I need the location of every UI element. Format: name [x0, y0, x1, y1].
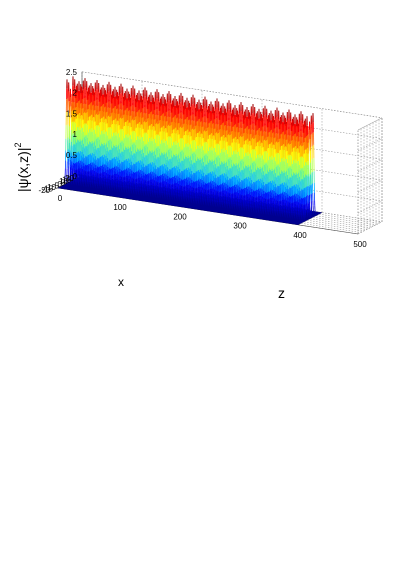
surface-plot: 010020030040050020151050-5-10-15-2000.51…: [13, 68, 383, 301]
grid-line: [66, 183, 368, 230]
grid-line: [357, 179, 383, 193]
grid-line: [75, 178, 377, 226]
grid-line: [357, 221, 383, 235]
grid-line: [81, 133, 383, 181]
grid-line: [357, 117, 383, 131]
grid-line: [81, 71, 383, 119]
grid-line: [81, 92, 383, 139]
grid-line: [357, 200, 383, 214]
grid-line: [72, 180, 374, 227]
grid-line: [60, 186, 362, 233]
grid-line: [81, 175, 383, 223]
grid-line: [81, 113, 383, 160]
grid-line: [357, 138, 383, 152]
beam-ridges: [64, 76, 316, 221]
grid-line: [78, 177, 380, 224]
grid-line: [81, 154, 383, 202]
beam-ridge: [64, 79, 310, 221]
grid-line: [357, 159, 383, 172]
grid-line: [69, 181, 371, 229]
grid-line: [63, 184, 365, 232]
